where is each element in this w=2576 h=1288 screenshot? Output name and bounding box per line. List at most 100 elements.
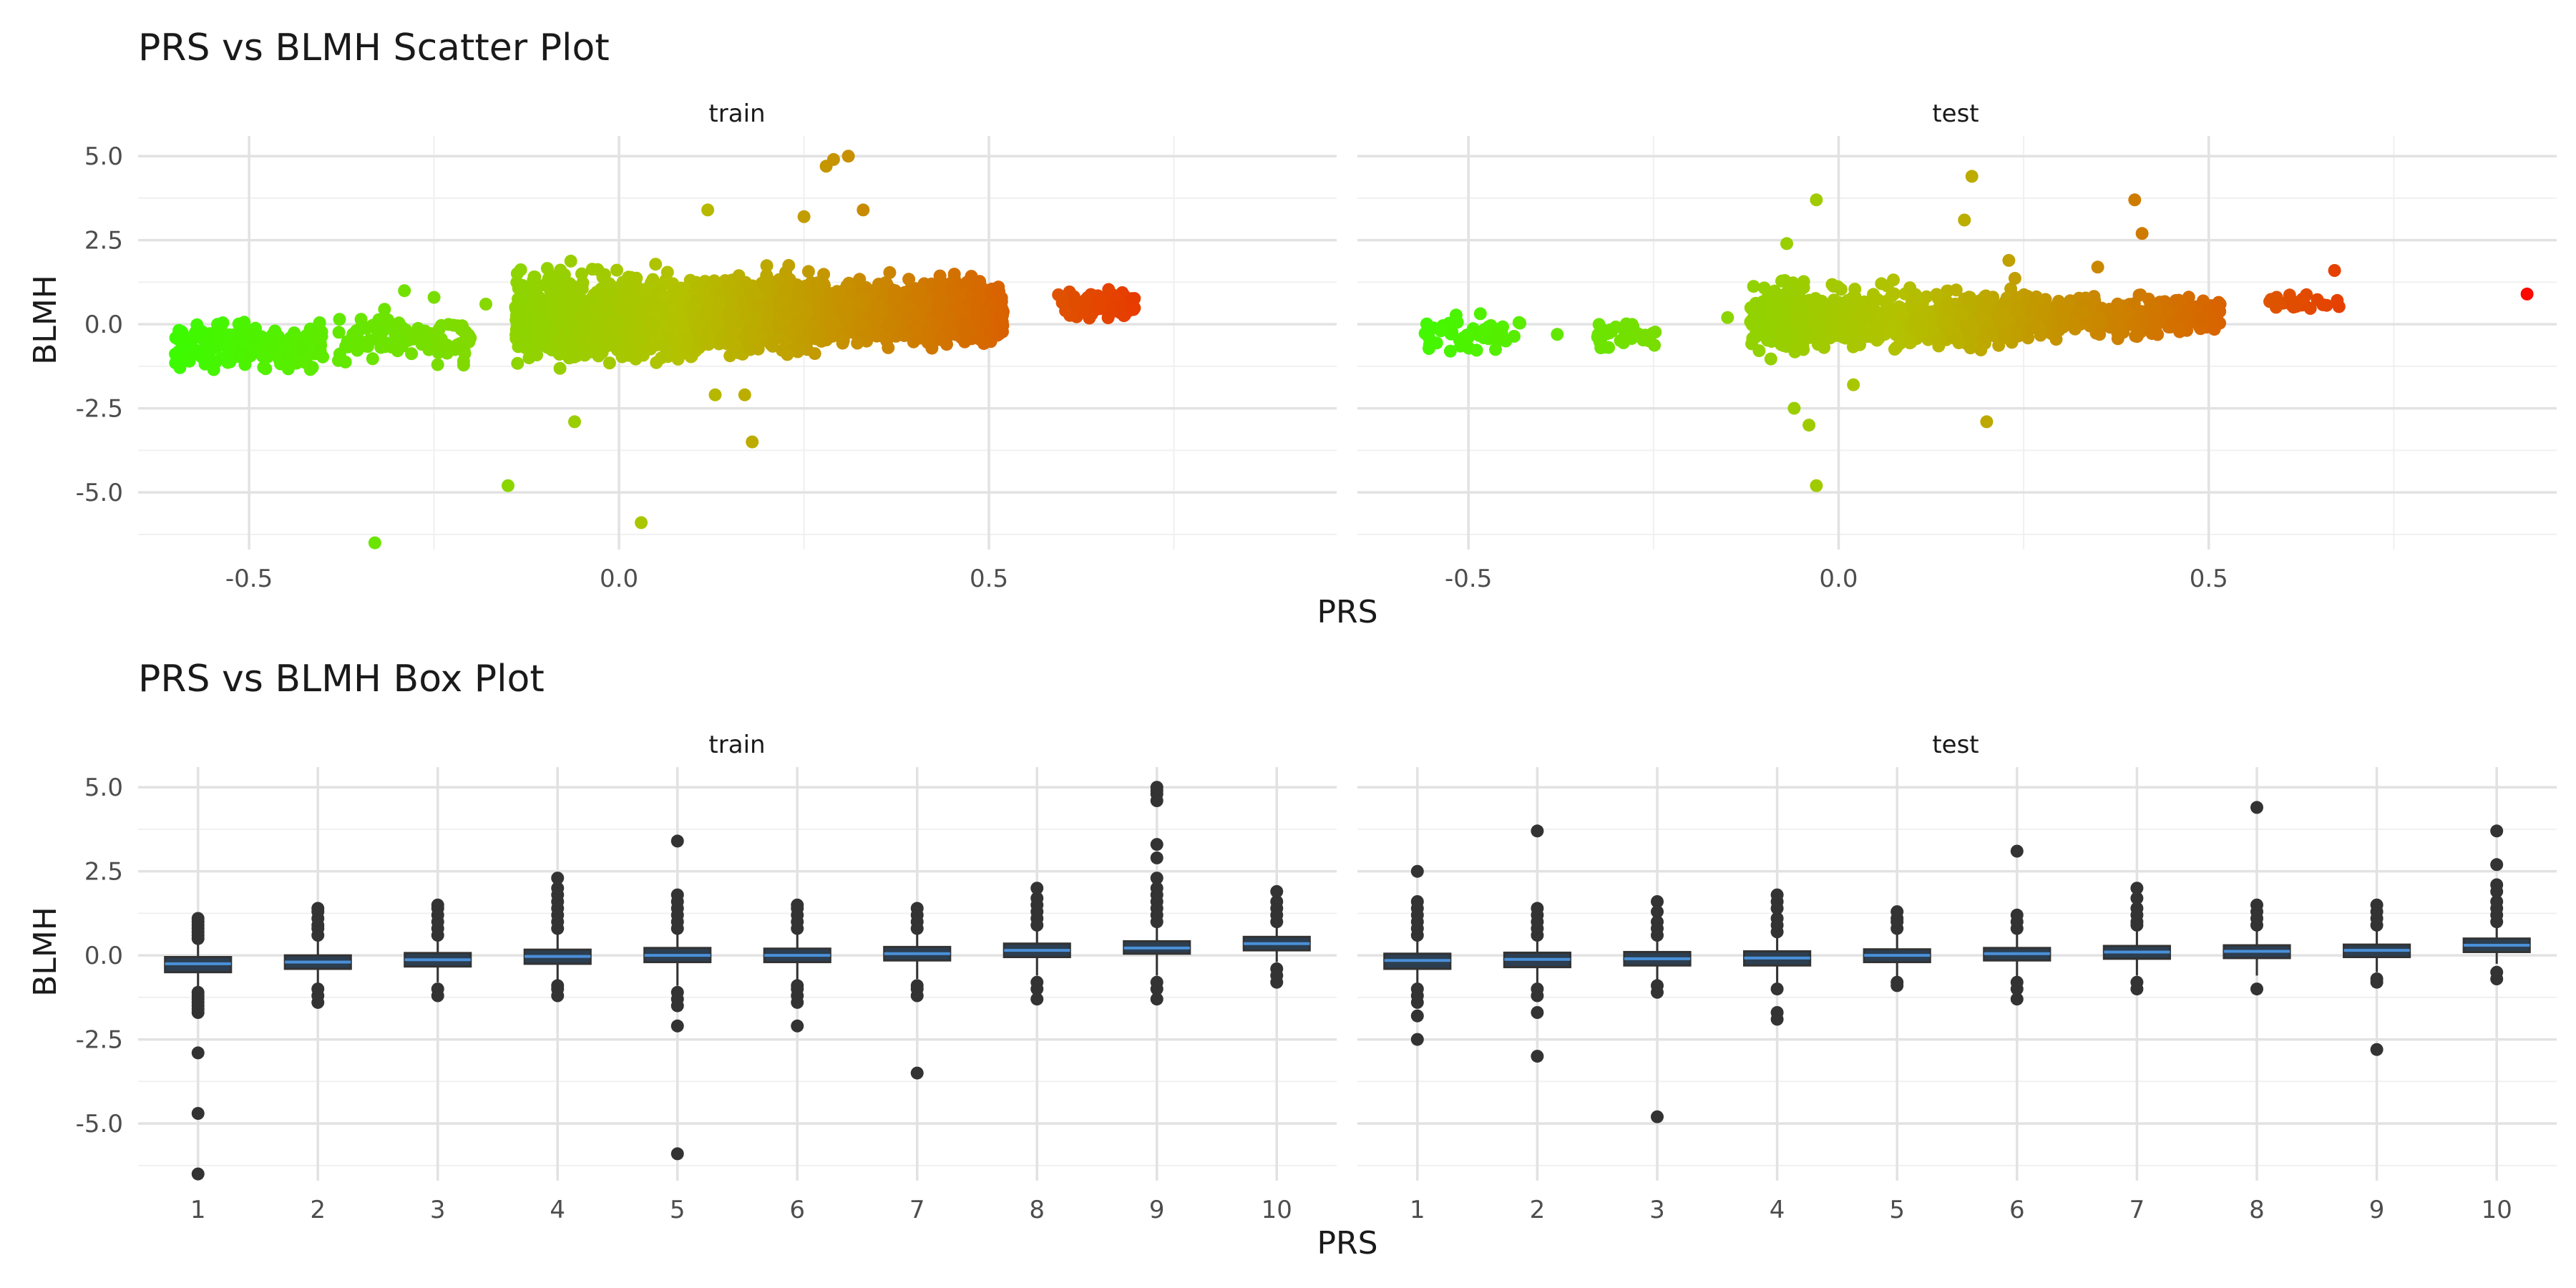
scatter-point bbox=[530, 327, 544, 340]
scatter-point bbox=[853, 273, 867, 286]
scatter-point bbox=[801, 290, 815, 303]
box-outlier-point bbox=[1150, 781, 1163, 794]
scatter-point bbox=[568, 415, 581, 429]
scatter-point bbox=[578, 348, 592, 362]
box-x-tick-label: 3 bbox=[1649, 1196, 1665, 1224]
box-y-tick-label: 5.0 bbox=[84, 774, 123, 802]
scatter-point bbox=[2296, 293, 2309, 306]
scatter-point bbox=[285, 349, 298, 363]
box-outlier-point bbox=[670, 888, 684, 902]
scatter-point bbox=[1790, 298, 1803, 312]
scatter-point bbox=[1980, 415, 1994, 429]
box-outlier-point bbox=[311, 982, 325, 996]
box-outlier-point bbox=[791, 898, 804, 912]
box-outlier-point bbox=[2490, 878, 2504, 892]
scatter-point bbox=[882, 320, 896, 333]
scatter-point bbox=[1127, 303, 1140, 316]
scatter-point bbox=[1915, 325, 1928, 338]
scatter-point bbox=[209, 355, 223, 369]
box-outlier-point bbox=[2490, 965, 2504, 979]
scatter-strip-train: train bbox=[708, 99, 765, 128]
scatter-point bbox=[723, 349, 737, 363]
scatter-point bbox=[897, 328, 911, 342]
scatter-point bbox=[545, 342, 559, 356]
scatter-point bbox=[933, 333, 946, 346]
scatter-point bbox=[740, 309, 753, 323]
scatter-point bbox=[1895, 331, 1908, 344]
scatter-x-axis-title: PRS bbox=[1317, 594, 1377, 630]
scatter-point bbox=[1125, 292, 1138, 306]
scatter-point bbox=[817, 268, 831, 281]
scatter-point bbox=[2145, 299, 2159, 313]
scatter-point bbox=[1853, 320, 1866, 333]
scatter-point bbox=[1055, 296, 1069, 309]
scatter-point bbox=[2182, 291, 2195, 304]
scatter-point bbox=[781, 348, 794, 361]
scatter-point bbox=[431, 358, 444, 371]
scatter-point bbox=[2128, 193, 2142, 207]
scatter-point bbox=[459, 328, 473, 342]
box-outlier-point bbox=[2010, 992, 2024, 1006]
box-outlier-point bbox=[551, 872, 565, 885]
box-outlier-point bbox=[2370, 972, 2384, 985]
scatter-point bbox=[177, 336, 191, 350]
scatter-point bbox=[1747, 280, 1760, 293]
scatter-point bbox=[2160, 306, 2174, 319]
scatter-point bbox=[366, 352, 379, 366]
scatter-point bbox=[1810, 479, 1823, 492]
scatter-point bbox=[1818, 341, 1831, 354]
scatter-point bbox=[1888, 287, 1901, 301]
box-outlier-point bbox=[2130, 975, 2144, 989]
scatter-point bbox=[1418, 326, 1432, 340]
box-outlier-point bbox=[1410, 864, 1424, 878]
scatter-point bbox=[982, 291, 996, 305]
scatter-point bbox=[747, 331, 761, 344]
scatter-point bbox=[1443, 344, 1457, 358]
scatter-point bbox=[925, 341, 939, 355]
box-outlier-point bbox=[1651, 979, 1664, 992]
scatter-point bbox=[1772, 318, 1785, 332]
scatter-point bbox=[312, 331, 325, 345]
scatter-point bbox=[2331, 293, 2344, 307]
scatter-point bbox=[1619, 317, 1633, 331]
scatter-point bbox=[511, 303, 524, 317]
box-x-tick-label: 8 bbox=[1029, 1196, 1045, 1224]
scatter-point bbox=[909, 324, 923, 338]
box-outlier-point bbox=[1150, 838, 1163, 852]
scatter-point bbox=[2091, 260, 2104, 274]
scatter-title: PRS vs BLMH Scatter Plot bbox=[138, 26, 610, 69]
scatter-point bbox=[751, 342, 765, 356]
scatter-point bbox=[601, 306, 615, 318]
scatter-point bbox=[2000, 311, 2014, 324]
box-outlier-point bbox=[1770, 1006, 1784, 1019]
scatter-point bbox=[1855, 304, 1868, 318]
box-x-tick-label: 6 bbox=[2009, 1196, 2025, 1224]
scatter-point bbox=[708, 321, 721, 334]
scatter-point bbox=[1792, 314, 1806, 328]
box-outlier-point bbox=[2010, 975, 2024, 989]
box-outlier-point bbox=[1030, 882, 1044, 895]
scatter-point bbox=[801, 306, 814, 319]
box-outlier-point bbox=[2490, 824, 2504, 838]
scatter-point bbox=[391, 344, 404, 358]
scatter-point bbox=[2093, 328, 2107, 341]
scatter-point bbox=[190, 329, 203, 343]
scatter-point bbox=[568, 337, 582, 351]
box-outlier-point bbox=[1531, 1006, 1544, 1019]
scatter-point bbox=[2015, 315, 2029, 328]
box-outlier-point bbox=[191, 1167, 205, 1181]
scatter-point bbox=[2021, 331, 2035, 345]
scatter-point bbox=[585, 335, 598, 348]
scatter-point bbox=[2148, 322, 2162, 336]
scatter-point bbox=[405, 347, 419, 361]
scatter-y-tick-label: -5.0 bbox=[76, 479, 123, 507]
box-marks bbox=[164, 781, 2531, 1181]
scatter-x-tick-label: 0.0 bbox=[1819, 565, 1858, 593]
scatter-point bbox=[1786, 276, 1800, 290]
scatter-point bbox=[569, 295, 582, 308]
scatter-point bbox=[1787, 401, 1801, 415]
scatter-point bbox=[790, 314, 804, 328]
scatter-point bbox=[398, 284, 411, 298]
scatter-point bbox=[224, 335, 238, 348]
scatter-y-axis-title: BLMH bbox=[27, 275, 64, 365]
